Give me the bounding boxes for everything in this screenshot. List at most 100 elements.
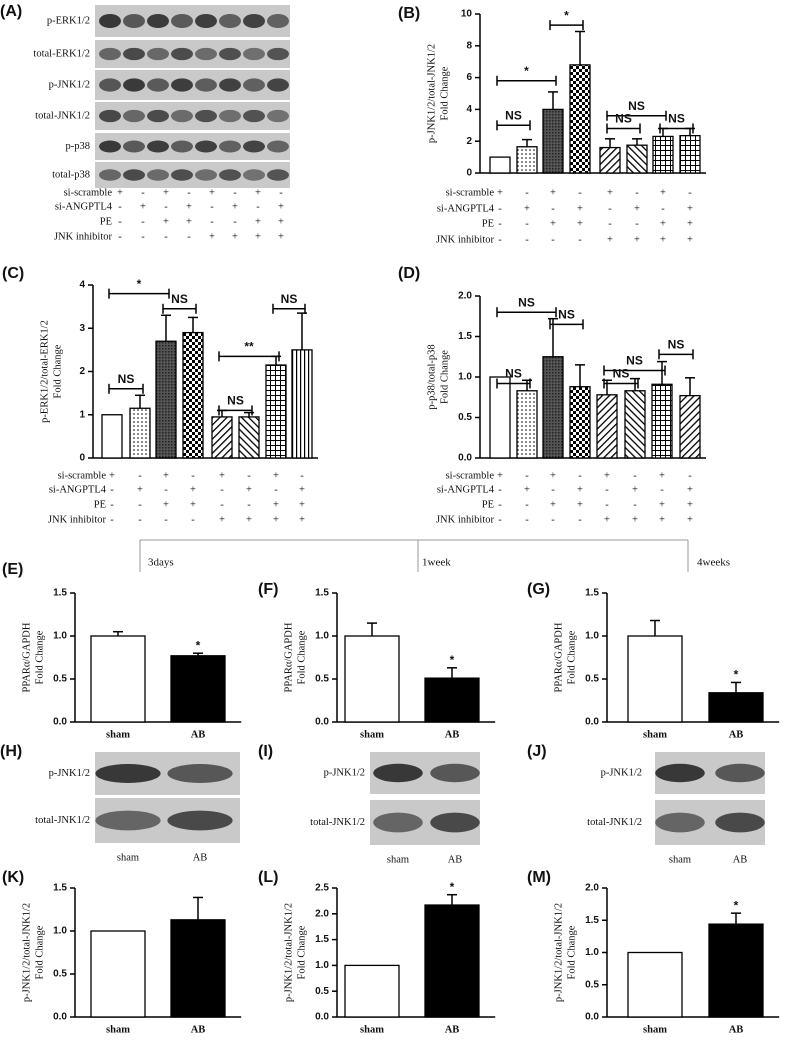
y-tick-label: 0 — [466, 168, 472, 179]
condition-sign: - — [551, 234, 555, 245]
condition-sign: - — [210, 201, 214, 212]
blot-band — [267, 78, 289, 92]
timeline-label: 4weeks — [697, 557, 730, 569]
y-axis-label: Fold Change — [296, 630, 307, 684]
condition-sign: - — [660, 484, 664, 495]
y-tick-label: 1.0 — [315, 631, 329, 642]
y-axis-label: PPARα/GAPDH — [553, 622, 564, 692]
y-tick-label: 3 — [79, 323, 85, 334]
panel-letter: (B) — [398, 5, 420, 22]
bar — [155, 340, 177, 459]
y-axis-label: Fold Change — [439, 66, 450, 120]
condition-sign: - — [608, 203, 612, 214]
blot-band — [430, 812, 480, 833]
y-tick-label: 1.5 — [53, 883, 67, 894]
blot-band — [243, 13, 265, 29]
blot-band — [99, 109, 121, 123]
condition-sign: + — [109, 470, 115, 481]
condition-sign: + — [190, 499, 196, 510]
bar — [627, 951, 683, 1018]
condition-sign: - — [191, 514, 195, 525]
condition-sign: - — [233, 187, 237, 198]
bar — [211, 416, 233, 459]
condition-sign: - — [525, 514, 529, 525]
condition-sign: - — [578, 514, 582, 525]
timeline-label: 3days — [148, 557, 174, 569]
blot-band — [195, 109, 217, 123]
blot-band — [123, 78, 145, 92]
condition-sign: + — [232, 201, 238, 212]
condition-sign: - — [635, 218, 639, 229]
condition-sign: + — [163, 187, 169, 198]
condition-label: PE — [100, 216, 112, 227]
blot-band — [171, 13, 193, 29]
condition-sign: - — [164, 231, 168, 242]
panel-letter: (F) — [258, 581, 278, 598]
condition-sign: + — [632, 514, 638, 525]
y-tick-label: 0.5 — [53, 969, 67, 980]
y-tick-label: 0.0 — [315, 1012, 329, 1023]
condition-sign: - — [525, 234, 529, 245]
significance-label: NS — [227, 394, 244, 408]
significance-label: * — [137, 277, 142, 291]
condition-sign: - — [633, 470, 637, 481]
panel-letter: (A) — [0, 3, 22, 20]
y-axis-label: Fold Change — [52, 344, 63, 398]
condition-label: PE — [482, 218, 494, 229]
bar — [424, 677, 480, 723]
blot-band — [171, 169, 193, 181]
condition-sign: + — [273, 470, 279, 481]
y-axis-label: p-JNK1/2/total-JNK1/2 — [426, 44, 437, 143]
condition-sign: + — [246, 484, 252, 495]
y-tick-label: 0.0 — [458, 453, 472, 464]
condition-sign: - — [110, 484, 114, 495]
condition-sign: - — [164, 484, 168, 495]
condition-sign: - — [220, 484, 224, 495]
condition-sign: + — [190, 484, 196, 495]
bar — [265, 364, 287, 459]
condition-sign: - — [110, 499, 114, 510]
x-tick-label: AB — [729, 729, 744, 740]
significance-label: NS — [613, 367, 630, 381]
blot-band — [219, 140, 241, 153]
condition-sign: - — [498, 484, 502, 495]
error-bar — [297, 312, 307, 350]
bar — [170, 919, 226, 1018]
condition-sign: + — [255, 231, 261, 242]
blot-band — [123, 13, 145, 29]
blot-label: total-JNK1/2 — [587, 817, 642, 828]
blot-band — [267, 109, 289, 123]
condition-sign: - — [661, 203, 665, 214]
y-tick-label: 1.0 — [585, 947, 599, 958]
condition-label: PE — [482, 499, 494, 510]
blot-band — [167, 764, 233, 783]
significance-label: * — [450, 653, 455, 667]
condition-sign: - — [138, 499, 142, 510]
bar — [129, 407, 151, 459]
blot-label: p-JNK1/2 — [324, 767, 365, 778]
condition-sign: - — [247, 499, 251, 510]
condition-sign: - — [525, 499, 529, 510]
blot-band — [267, 169, 289, 181]
bar — [708, 692, 764, 723]
significance-label: NS — [505, 367, 522, 381]
condition-sign: + — [687, 514, 693, 525]
condition-sign: + — [219, 470, 225, 481]
condition-sign: + — [632, 484, 638, 495]
y-tick-label: 0.5 — [53, 674, 67, 685]
bar — [182, 331, 204, 459]
y-axis-label: PPARα/GAPDH — [283, 622, 294, 692]
error-bar — [632, 138, 642, 146]
blot-band — [195, 47, 217, 61]
condition-sign: - — [110, 514, 114, 525]
condition-sign: + — [117, 187, 123, 198]
condition-sign: - — [220, 499, 224, 510]
significance-label: NS — [668, 112, 685, 126]
blot-band — [147, 47, 169, 61]
bar — [569, 386, 591, 459]
condition-sign: - — [164, 514, 168, 525]
condition-sign: - — [605, 484, 609, 495]
condition-sign: - — [578, 234, 582, 245]
significance-label: ** — [244, 340, 254, 354]
